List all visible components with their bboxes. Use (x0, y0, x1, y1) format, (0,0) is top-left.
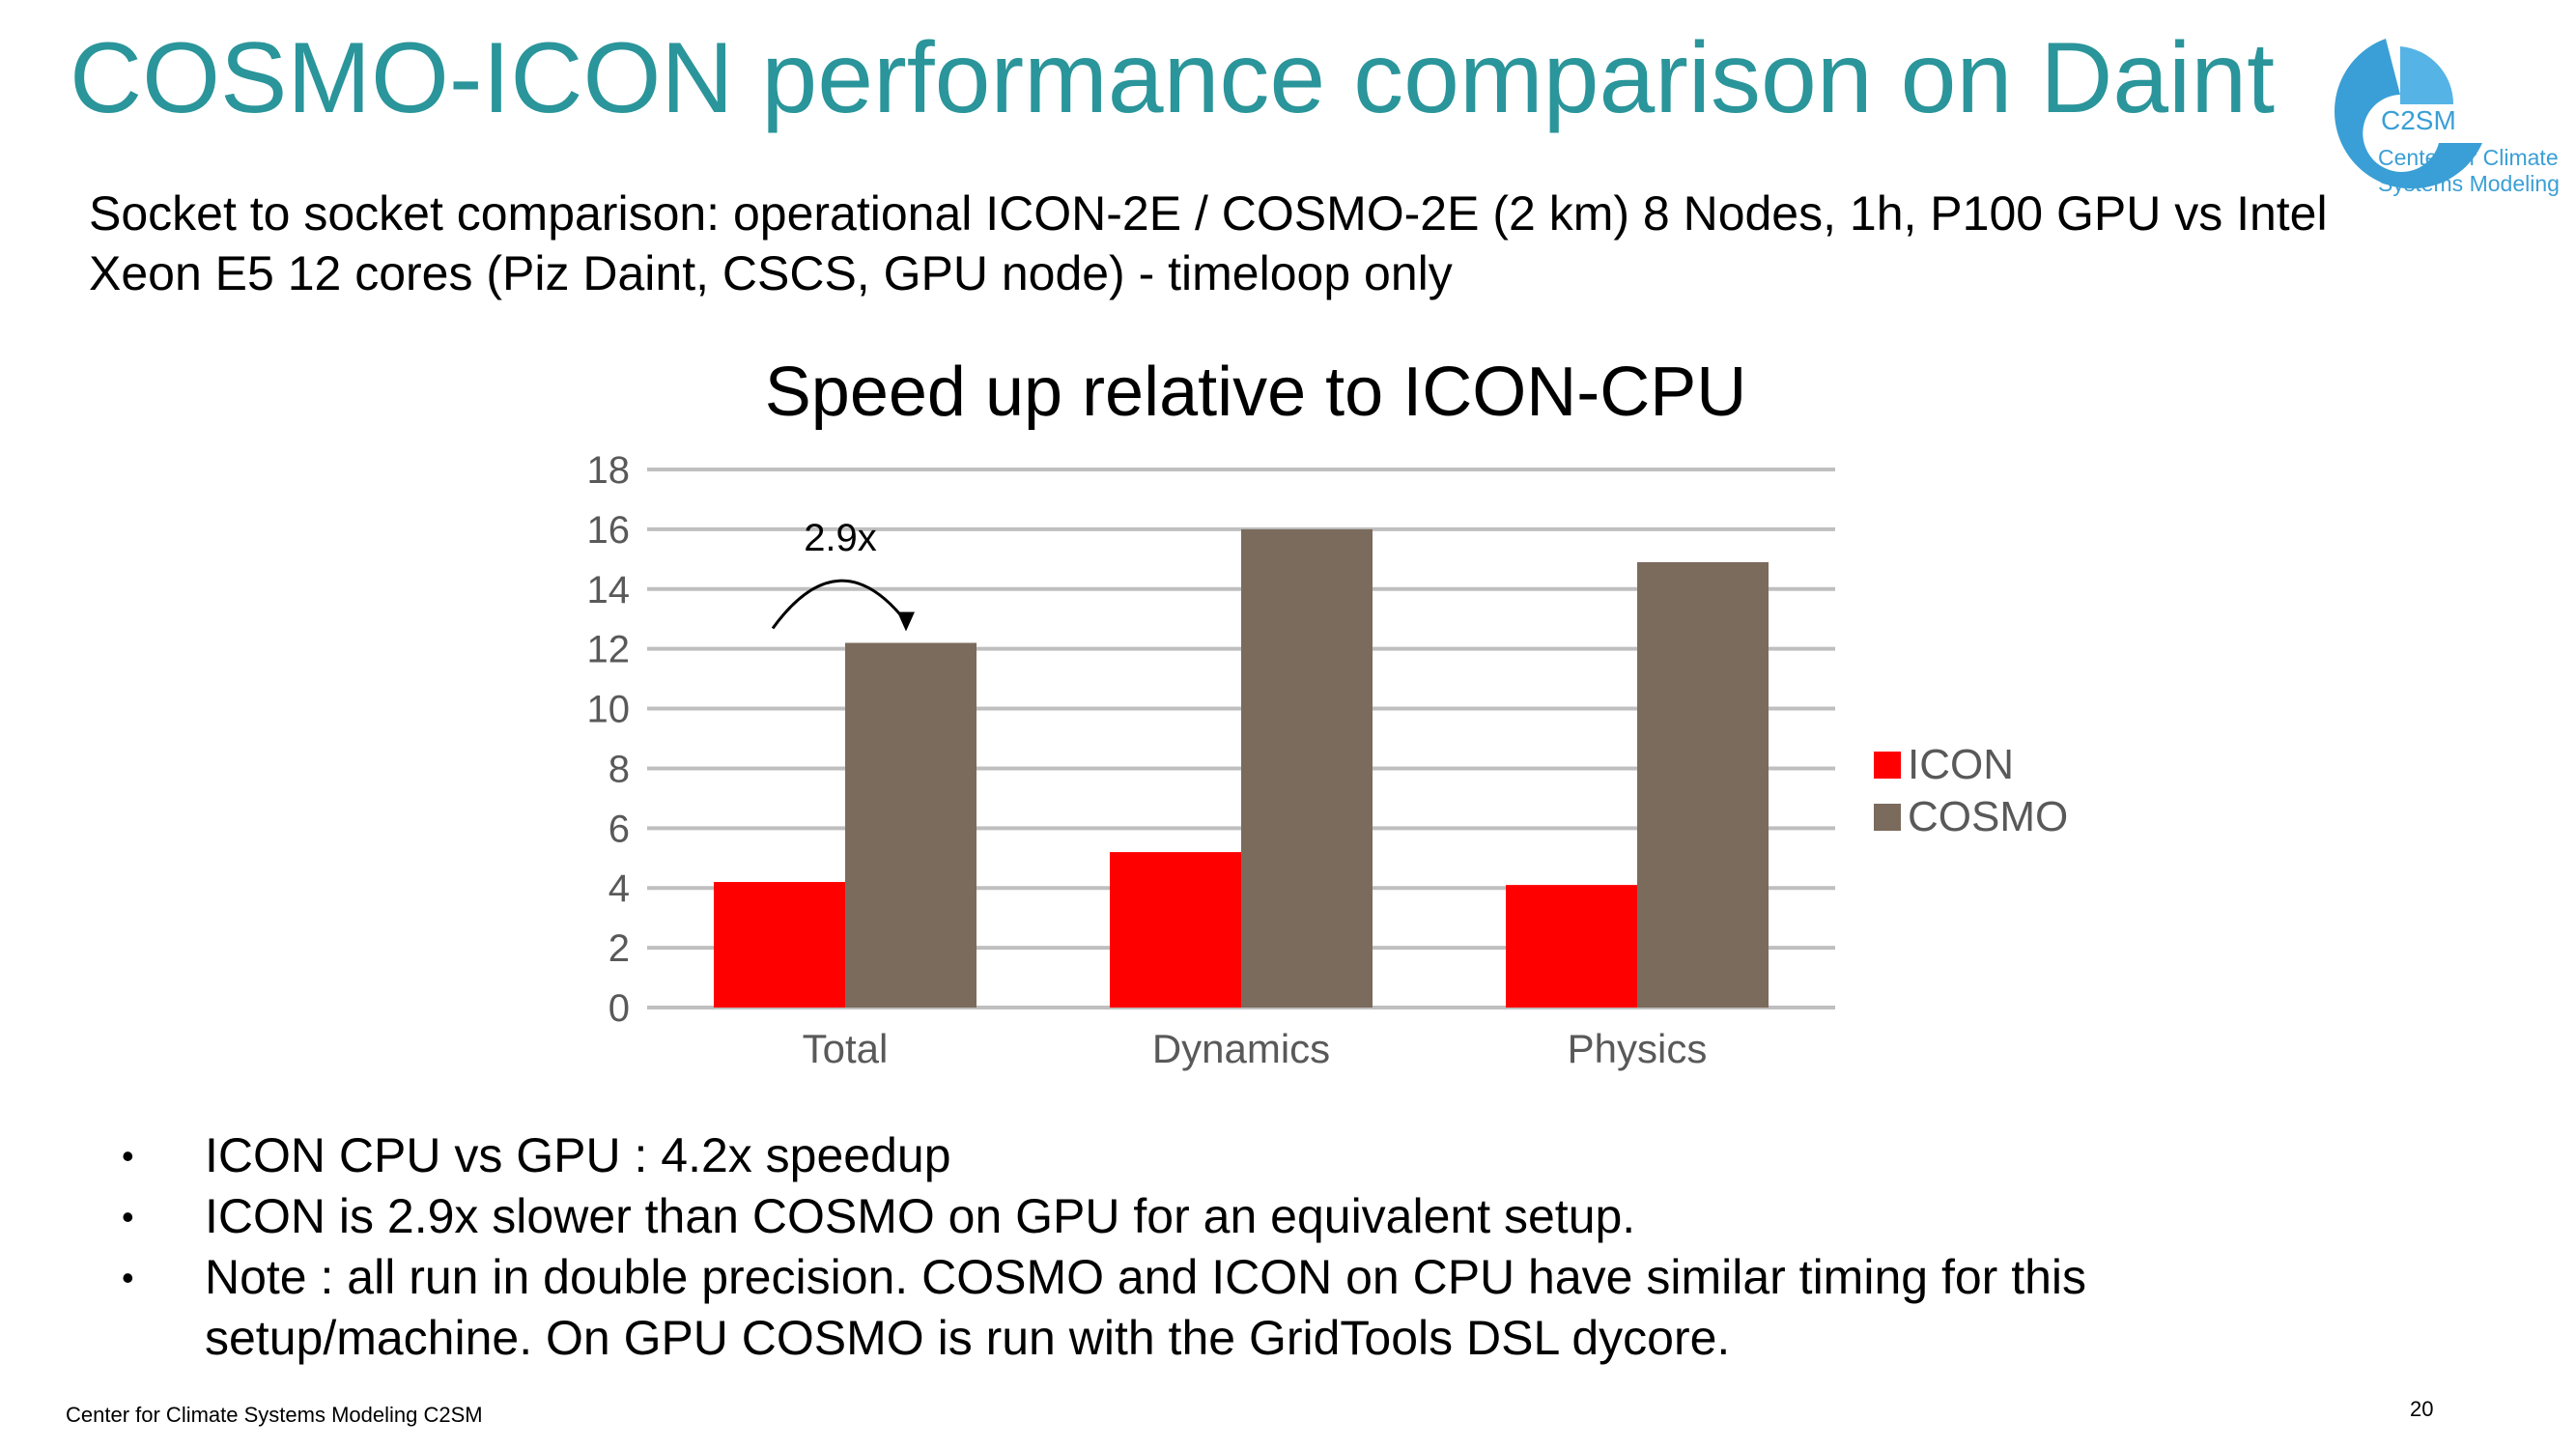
annotation-arrowhead (897, 611, 915, 632)
bar-cosmo (1637, 561, 1769, 1008)
logo-caption-line1: Center for Climate (2378, 145, 2559, 170)
speedup-bar-chart: Speed up relative to ICON-CPU 0 2 4 6 8 10 12 14… (587, 354, 2069, 1071)
y-tick-label: 6 (609, 808, 630, 850)
bullet-dot: • (122, 1197, 134, 1236)
legend-label: COSMO (1908, 793, 2068, 840)
bar-cosmo (1241, 528, 1373, 1008)
x-tick-label: Physics (1568, 1026, 1708, 1071)
bullet-text: Note : all run in double precision. COSM… (205, 1250, 2086, 1365)
x-tick-label: Dynamics (1152, 1026, 1330, 1071)
bullet-item: • ICON is 2.9x slower than COSMO on GPU f… (116, 1186, 2337, 1247)
bullet-list: • ICON CPU vs GPU : 4.2x speedup • ICON is… (116, 1125, 2337, 1369)
logo-caption-line2: Systems Modeling (2378, 171, 2560, 196)
y-tick-label: 12 (587, 629, 631, 671)
logo-caption: Center for Climate Systems Modeling (2378, 145, 2560, 197)
bar-icon (714, 882, 845, 1008)
legend-label: ICON (1908, 741, 2014, 788)
bullet-text: ICON CPU vs GPU : 4.2x speedup (205, 1128, 951, 1182)
slide-subtitle: Socket to socket comparison: operational… (89, 186, 2328, 300)
bar-cosmo (845, 642, 977, 1008)
chart-title: Speed up relative to ICON-CPU (765, 354, 1746, 431)
y-tick-label: 8 (609, 748, 630, 790)
logo-swirl-icon (2334, 39, 2482, 189)
y-tick-label: 10 (587, 689, 631, 731)
y-tick-label: 18 (587, 449, 631, 492)
annotation-label: 2.9x (804, 517, 877, 559)
legend-swatch (1874, 804, 1901, 831)
bullet-dot: • (122, 1136, 134, 1176)
y-tick-label: 14 (587, 569, 631, 611)
logo-mark-text: C2SM (2381, 105, 2456, 135)
bar-icon (1110, 852, 1241, 1008)
x-tick-label: Total (803, 1026, 889, 1071)
annotation-arrow (771, 579, 908, 630)
page-number: 20 (2410, 1397, 2434, 1421)
y-tick-label: 2 (609, 927, 630, 970)
footer-text: Center for Climate Systems Modeling C2SM (66, 1403, 483, 1427)
bullet-text: ICON is 2.9x slower than COSMO on GPU fo… (205, 1189, 1636, 1243)
bullet-dot: • (122, 1258, 134, 1297)
y-tick-label: 16 (587, 509, 631, 552)
slide-title: COSMO-ICON performance comparison on Dai… (70, 22, 2275, 134)
bullet-item: • ICON CPU vs GPU : 4.2x speedup (116, 1125, 2337, 1186)
c2sm-logo: C2SM (2334, 39, 2482, 189)
y-tick-label: 4 (609, 867, 630, 910)
bar-icon (1506, 885, 1637, 1008)
y-tick-label: 0 (609, 987, 630, 1030)
bullet-item: • Note : all run in double precision. COS… (116, 1247, 2337, 1369)
legend-swatch (1874, 752, 1901, 779)
